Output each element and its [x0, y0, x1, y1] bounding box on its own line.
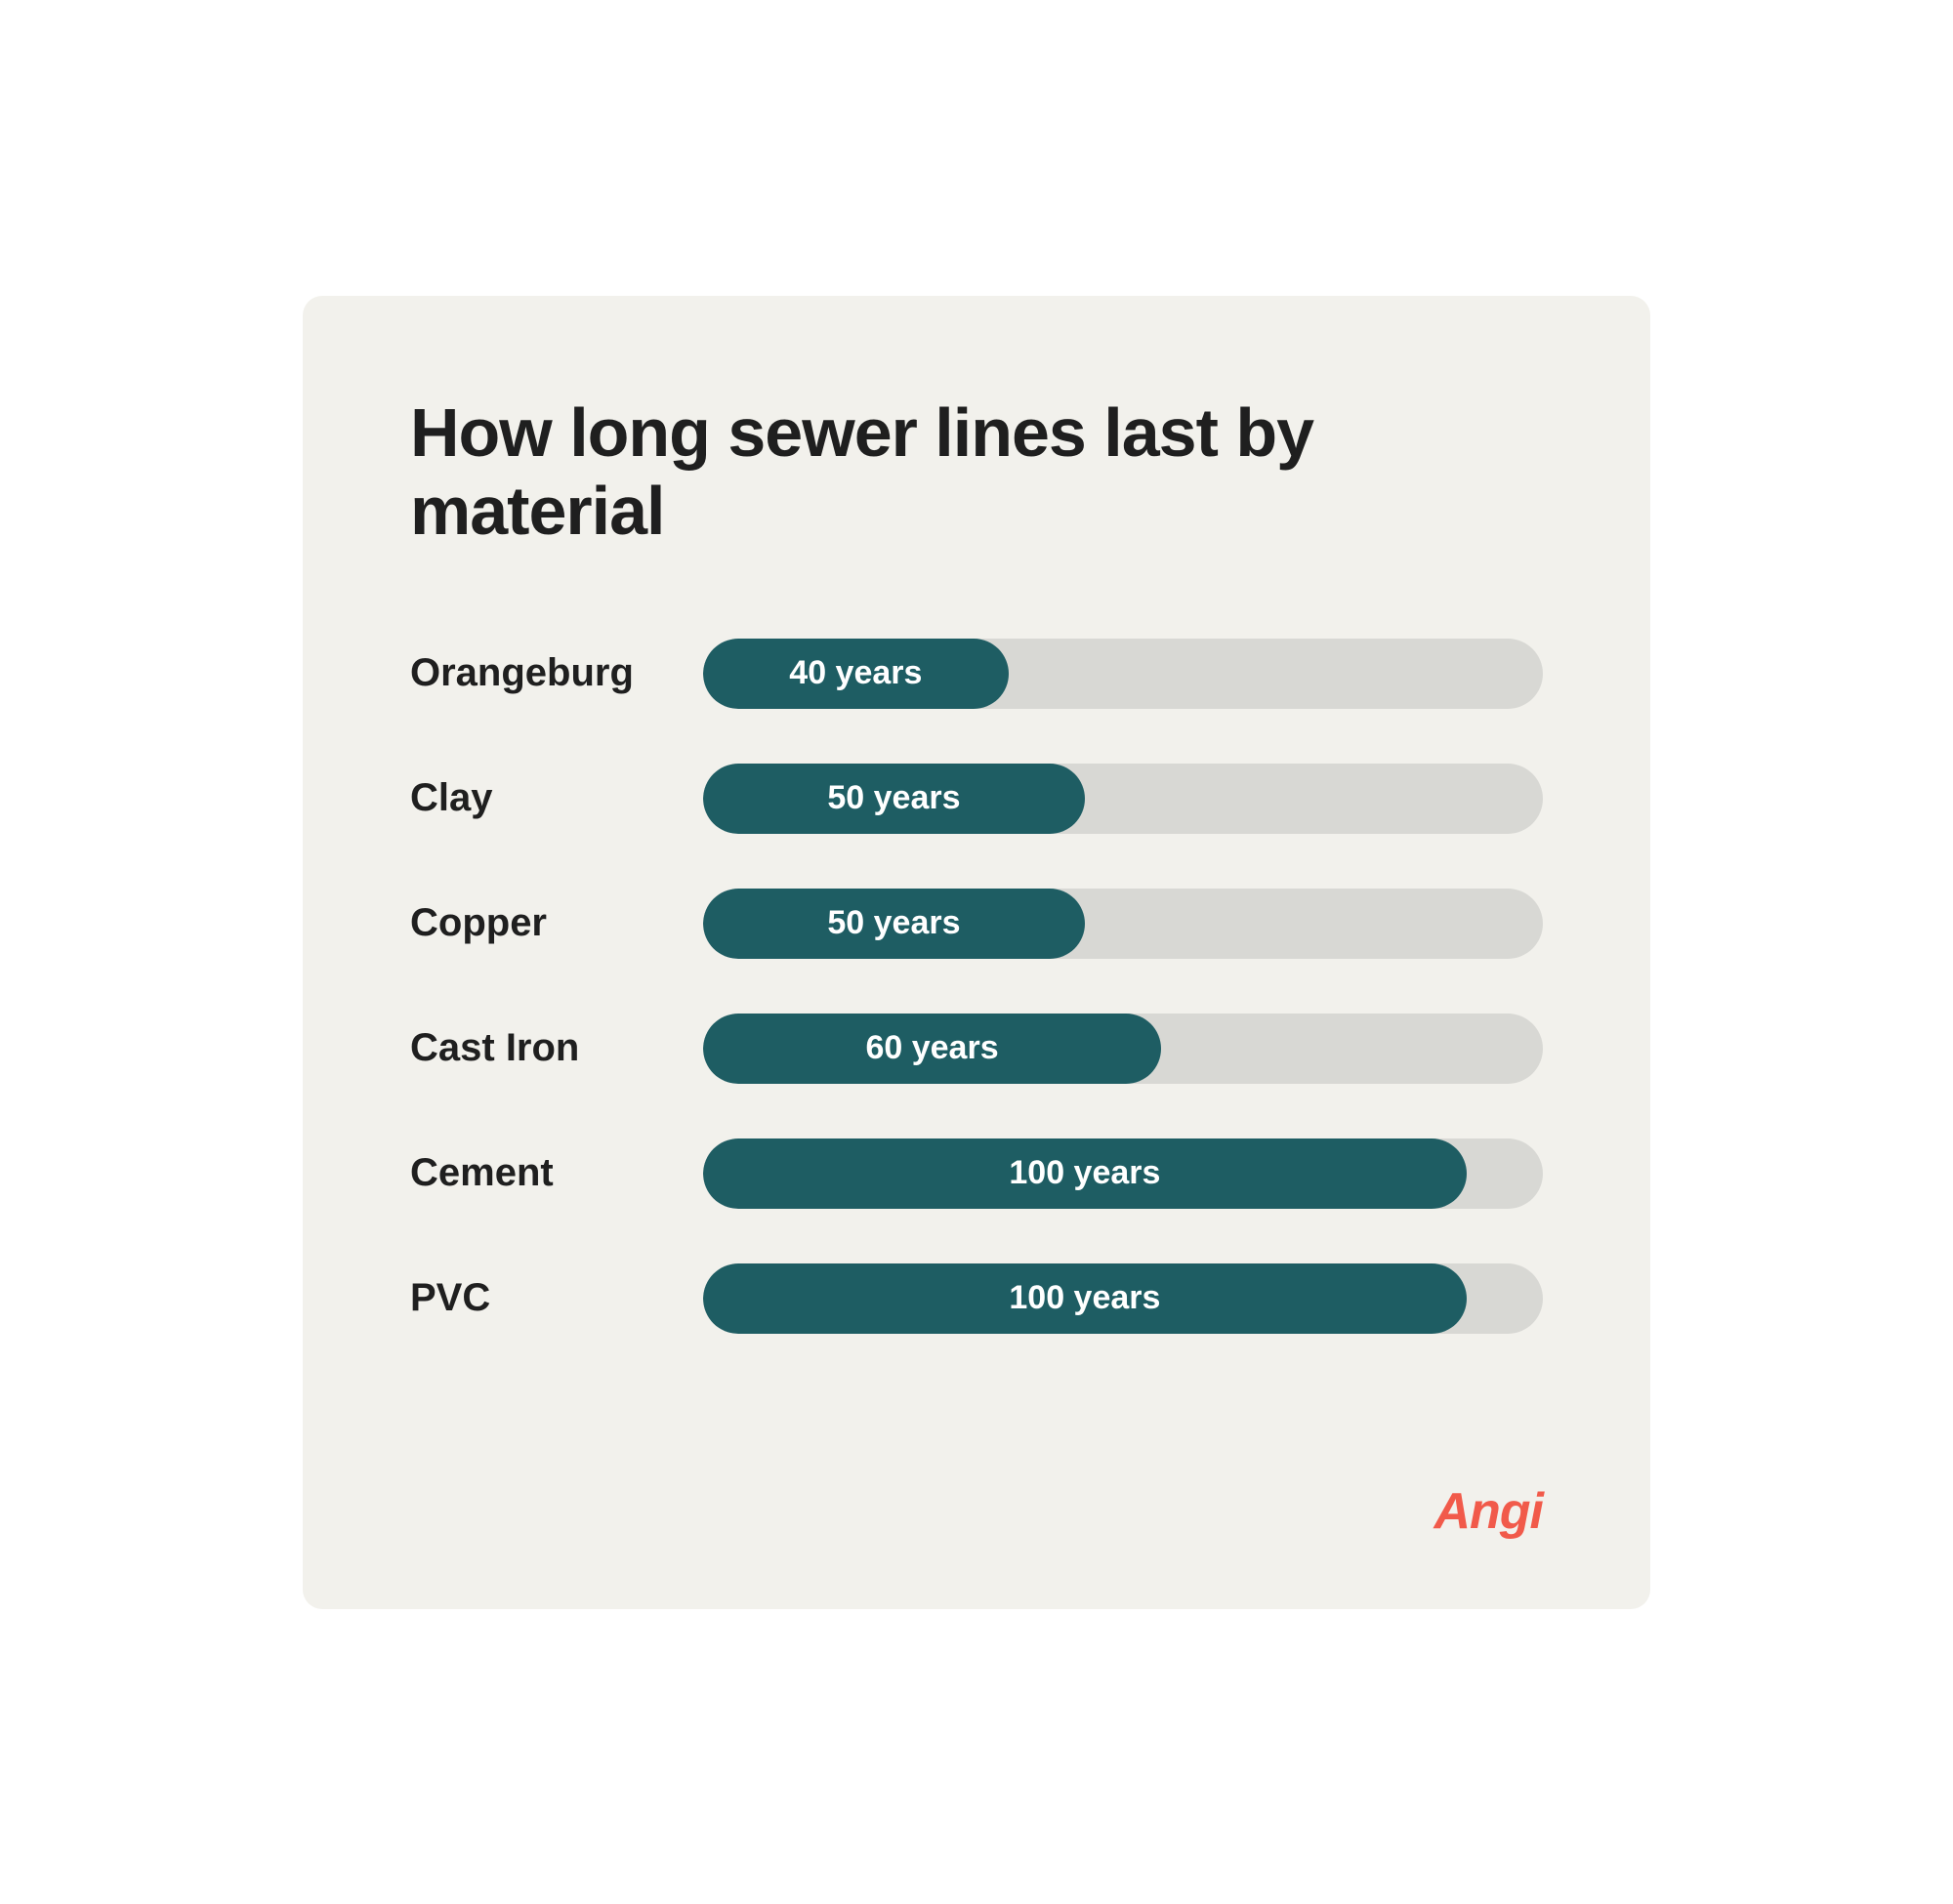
bar-label: Clay [410, 776, 703, 820]
bar-fill: 100 years [703, 1263, 1467, 1334]
bar-label: PVC [410, 1276, 703, 1320]
bars-container: Orangeburg 40 years Clay 50 years Copper 50 y… [410, 639, 1543, 1334]
bar-fill: 100 years [703, 1138, 1467, 1209]
bar-label: Cast Iron [410, 1026, 703, 1070]
bar-track: 50 years [703, 889, 1543, 959]
bar-row: PVC 100 years [410, 1263, 1543, 1334]
bar-fill: 50 years [703, 889, 1085, 959]
bar-track: 100 years [703, 1138, 1543, 1209]
bar-row: Orangeburg 40 years [410, 639, 1543, 709]
bar-row: Copper 50 years [410, 889, 1543, 959]
bar-fill: 50 years [703, 764, 1085, 834]
bar-row: Cast Iron 60 years [410, 1014, 1543, 1084]
bar-fill: 40 years [703, 639, 1009, 709]
bar-row: Cement 100 years [410, 1138, 1543, 1209]
bar-track: 50 years [703, 764, 1543, 834]
bar-value: 100 years [1009, 1279, 1160, 1317]
bar-label: Orangeburg [410, 651, 703, 695]
bar-value: 60 years [865, 1029, 998, 1067]
brand-logo: Angi [1434, 1482, 1543, 1541]
bar-row: Clay 50 years [410, 764, 1543, 834]
bar-label: Cement [410, 1151, 703, 1195]
bar-track: 40 years [703, 639, 1543, 709]
bar-value: 50 years [827, 779, 960, 817]
bar-track: 100 years [703, 1263, 1543, 1334]
bar-value: 50 years [827, 904, 960, 942]
bar-value: 100 years [1009, 1154, 1160, 1192]
bar-fill: 60 years [703, 1014, 1161, 1084]
bar-track: 60 years [703, 1014, 1543, 1084]
bar-value: 40 years [789, 654, 922, 692]
chart-card: How long sewer lines last by material Or… [303, 296, 1650, 1609]
chart-title: How long sewer lines last by material [410, 393, 1543, 551]
bar-label: Copper [410, 901, 703, 945]
